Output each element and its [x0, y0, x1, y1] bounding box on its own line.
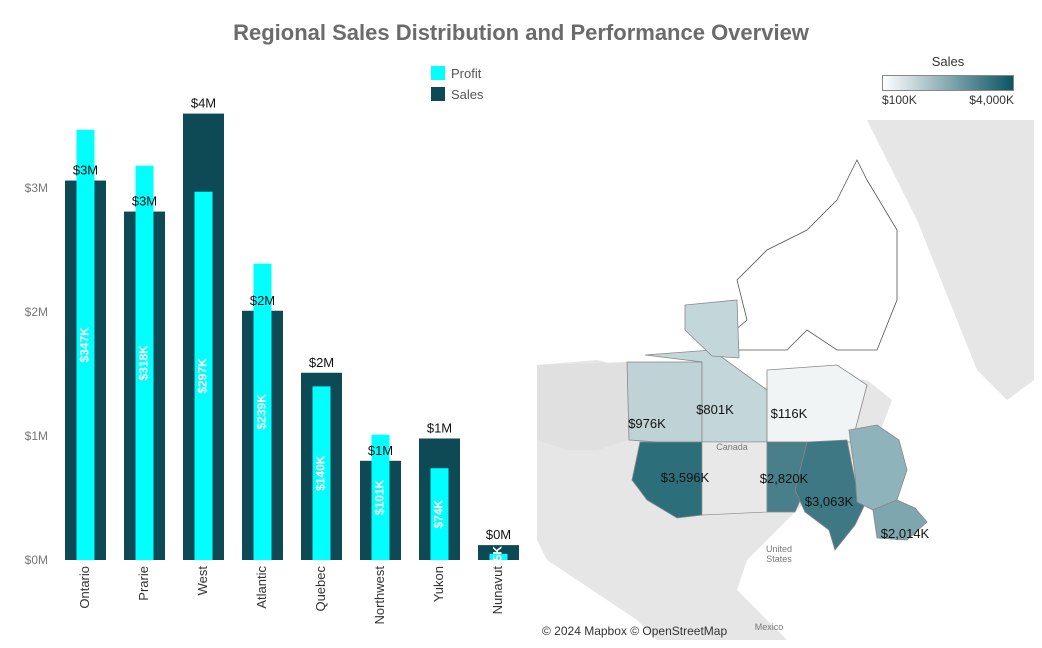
region-nunavut[interactable]	[766, 364, 868, 443]
profit-bar[interactable]	[371, 434, 390, 560]
map-credit: © 2024 Mapbox © OpenStreetMap	[542, 624, 728, 638]
west-landmass	[537, 362, 629, 450]
sales-data-label: $3M	[132, 194, 157, 209]
sales-legend-title: Sales	[931, 54, 965, 69]
region-ontario[interactable]	[794, 439, 868, 551]
x-tick-label: Ontario	[77, 566, 92, 609]
sales-data-label: $0M	[486, 527, 511, 542]
sales-legend-min: $100K	[882, 93, 917, 107]
map-value-label: $801K	[696, 402, 734, 417]
y-tick-label: $3M	[25, 181, 48, 195]
bars: $3M $347K $3M $318K $4M $297K $2M $239K $2M $140K…	[65, 96, 519, 568]
legend-swatch	[431, 87, 445, 101]
region-bc-region	[701, 441, 768, 516]
sales-bar[interactable]	[478, 545, 519, 560]
profit-data-label: $101K	[373, 479, 387, 515]
map-base-label: Canada	[716, 442, 748, 452]
map-base-label: Mexico	[755, 622, 784, 632]
y-tick-label: $0M	[25, 553, 48, 567]
profit-data-label: $347K	[78, 327, 92, 363]
map-base-label: States	[766, 554, 792, 564]
northern-canada	[710, 159, 898, 351]
region-northwest-island[interactable]	[684, 299, 740, 359]
legend-label: Profit	[451, 66, 482, 81]
chart-title: Regional Sales Distribution and Performa…	[233, 20, 809, 45]
sales-data-label: $1M	[368, 443, 393, 458]
x-tick-label: Quebec	[313, 566, 328, 612]
x-tick-label: Prarie	[136, 566, 151, 601]
map-value-label: $2,014K	[881, 526, 930, 541]
y-axis: $0M $1M $2M $3M	[25, 181, 48, 567]
legend-swatch	[431, 66, 445, 80]
profit-bar[interactable]	[76, 129, 95, 560]
sales-legend-max: $4,000K	[969, 93, 1014, 107]
sales-data-label: $2M	[250, 293, 275, 308]
profit-bar[interactable]	[253, 263, 272, 560]
legend: Profit Sales	[431, 66, 484, 102]
x-tick-label: Atlantic	[254, 566, 269, 609]
map-base-label: United	[766, 544, 792, 554]
profit-bar[interactable]	[312, 386, 331, 560]
map-value-label: $116K	[771, 406, 808, 421]
sales-data-label: $2M	[309, 355, 334, 370]
x-tick-label: West	[195, 566, 210, 596]
y-tick-label: $1M	[25, 429, 48, 443]
profit-bar[interactable]	[135, 165, 154, 560]
sales-color-legend: Sales $100K $4,000K	[882, 54, 1014, 107]
sales-gradient-bar	[882, 75, 1014, 91]
profit-data-label: $74K	[432, 499, 446, 528]
map-value-label: $976K	[628, 416, 666, 431]
x-tick-label: Nunavut	[490, 566, 505, 615]
map-value-label: $2,820K	[760, 471, 809, 486]
x-axis: Ontario Prarie West Atlantic Quebec Northwest…	[77, 566, 505, 625]
sales-data-label: $1M	[427, 420, 452, 435]
profit-data-label: $5K	[491, 546, 505, 568]
profit-data-label: $140K	[314, 455, 328, 491]
profit-data-label: $239K	[255, 394, 269, 430]
bar-chart: $0M $1M $2M $3M $3M $347K $3M $318K $4M $297K $2M…	[25, 66, 519, 625]
profit-data-label: $318K	[137, 345, 151, 381]
sales-data-label: $4M	[191, 96, 216, 111]
map-value-labels: $976K $801K $116K $3,596K $2,820K $3,063K $2,0…	[628, 402, 929, 541]
greenland-landmass	[867, 120, 1034, 400]
profit-bar[interactable]	[430, 468, 449, 560]
x-tick-label: Northwest	[372, 566, 387, 625]
sales-data-label: $3M	[73, 163, 98, 178]
profit-bar[interactable]	[194, 191, 213, 560]
y-tick-label: $2M	[25, 305, 48, 319]
profit-bar[interactable]	[489, 553, 508, 560]
map-value-label: $3,596K	[661, 470, 710, 485]
legend-label: Sales	[451, 87, 484, 102]
profit-data-label: $297K	[196, 358, 210, 394]
map-value-label: $3,063K	[805, 494, 854, 509]
x-tick-label: Yukon	[431, 566, 446, 602]
region-atlantic[interactable]	[872, 499, 928, 541]
